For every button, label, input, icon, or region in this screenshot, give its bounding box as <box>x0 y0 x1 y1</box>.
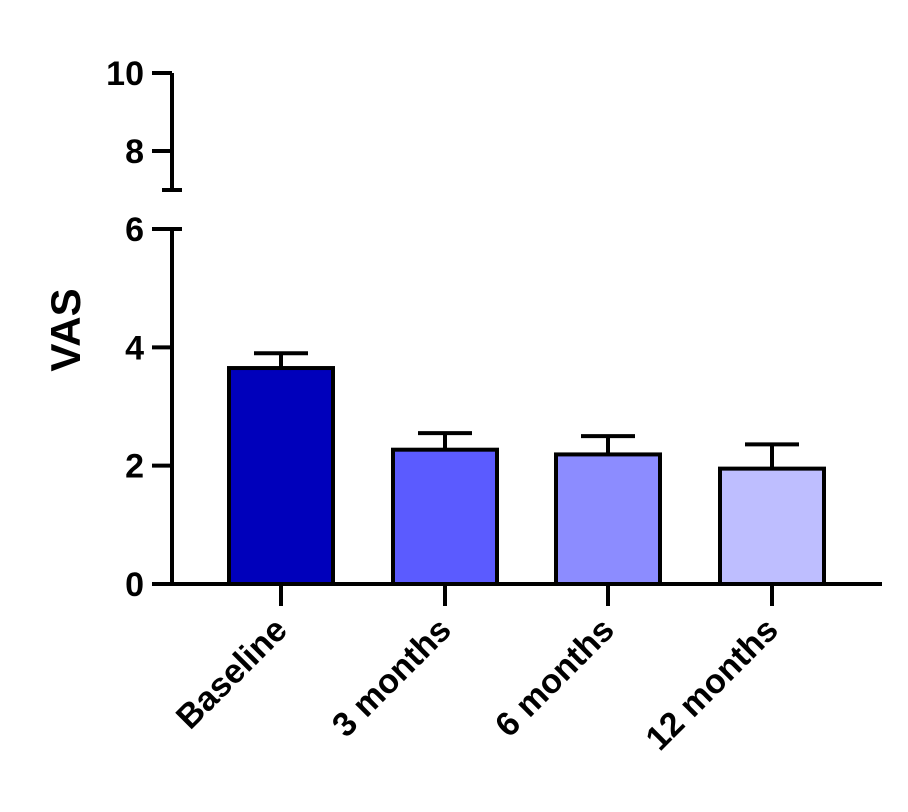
x-tick-label-3: 12 months <box>639 611 786 758</box>
y-tick-label-4: 4 <box>125 329 144 367</box>
y-tick-label-8: 8 <box>125 133 144 171</box>
x-tick-label-0: Baseline <box>169 611 295 737</box>
y-tick-label-6: 6 <box>125 211 144 249</box>
bar-12-months <box>718 466 826 586</box>
bar-6-months <box>554 452 662 586</box>
bar-3-months <box>391 447 499 587</box>
y-tick-label-2: 2 <box>125 448 144 486</box>
bar-baseline <box>227 366 335 586</box>
y-tick-label-10: 10 <box>106 55 144 93</box>
labels: 0 2 4 6 8 10 VAS Baseline 3 months 6 months 12 mon… <box>42 55 786 758</box>
bars <box>227 351 826 587</box>
x-tick-label-1: 3 months <box>325 611 459 745</box>
y-tick-label-0: 0 <box>125 566 144 604</box>
y-axis-title: VAS <box>42 288 89 371</box>
x-tick-label-2: 6 months <box>488 611 622 745</box>
